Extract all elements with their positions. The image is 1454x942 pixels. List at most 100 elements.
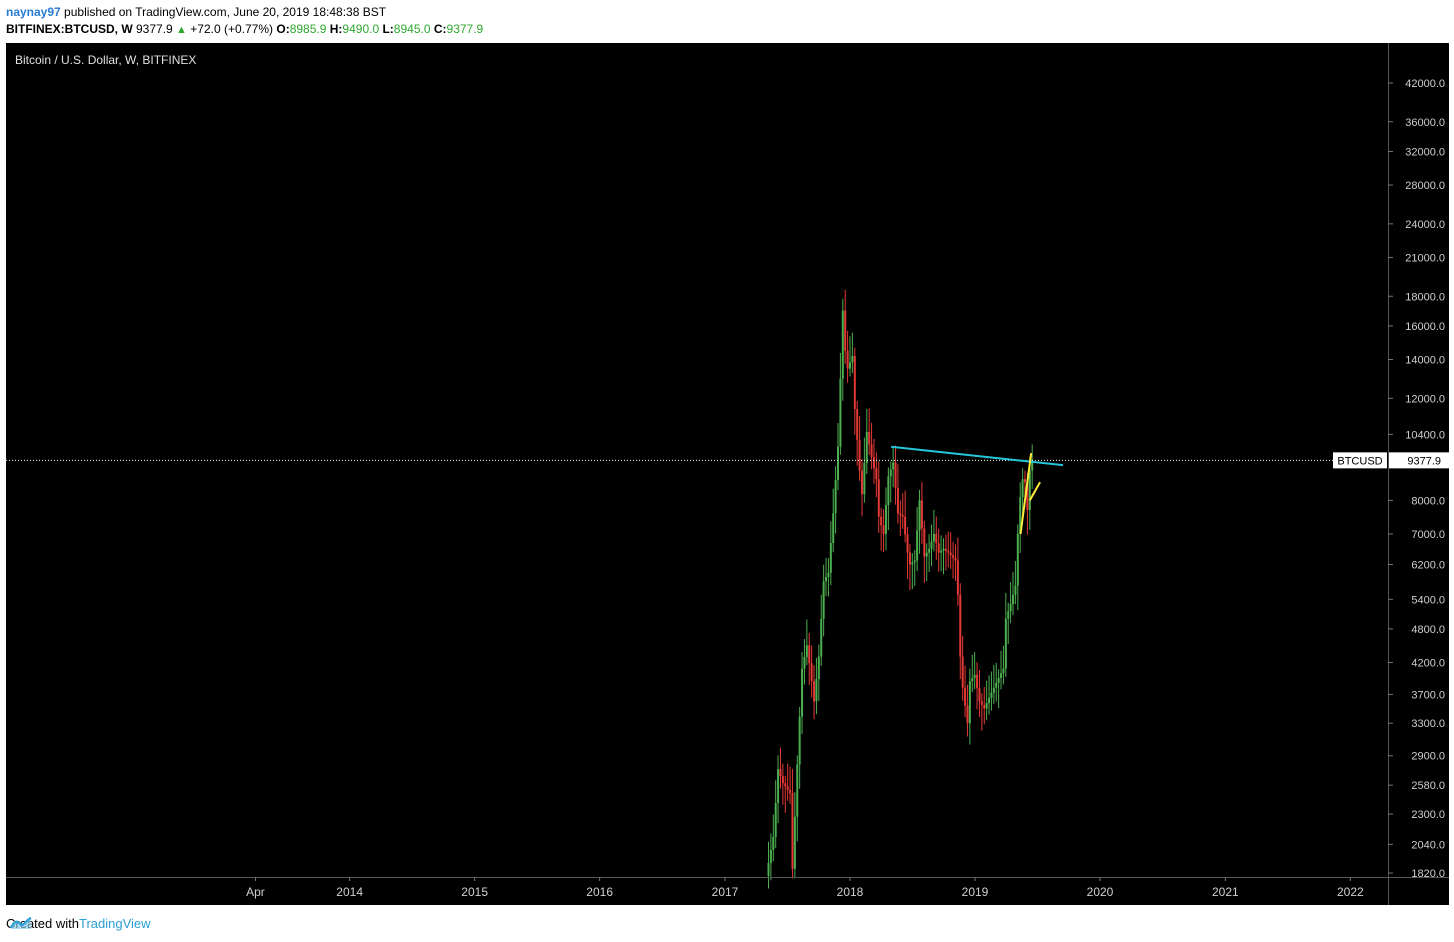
candle-body	[983, 704, 986, 709]
open-label: O:	[276, 22, 290, 36]
candle-body	[865, 431, 868, 464]
candle-body	[858, 439, 861, 471]
candle-body	[906, 534, 909, 553]
y-tick-label: 36000.0	[1405, 117, 1445, 129]
y-tick-label: 2040.0	[1411, 839, 1445, 851]
candle-body	[1021, 479, 1024, 498]
candle-body	[1014, 585, 1017, 595]
candle-body	[769, 849, 772, 863]
y-tick-label: 28000.0	[1405, 180, 1445, 192]
candle-body	[882, 525, 885, 534]
y-tick-label: 5400.0	[1411, 594, 1445, 606]
candle-body	[959, 594, 962, 657]
candle-body	[1012, 594, 1015, 604]
candle-body	[825, 577, 828, 582]
y-tick-label: 3300.0	[1411, 718, 1445, 730]
candle-body	[796, 764, 799, 817]
candle-body	[976, 674, 979, 689]
candle-body	[1024, 479, 1026, 483]
chart-area[interactable]: BTCUSD 9377.9 Bitcoin / U.S. Dollar, W, B…	[6, 43, 1449, 905]
candle-body	[1019, 497, 1022, 534]
candle-body	[841, 310, 844, 379]
candle-body	[961, 656, 964, 688]
candle-body	[772, 836, 775, 850]
candle-body	[918, 500, 921, 531]
y-tick-label: 21000.0	[1405, 252, 1445, 264]
candle-body	[942, 548, 945, 551]
candle-body	[920, 500, 923, 529]
trendline-drawing	[1019, 453, 1033, 535]
candle-body	[837, 446, 840, 480]
y-tick-label: 24000.0	[1405, 219, 1445, 231]
candle-body	[1028, 470, 1031, 510]
last-price: 9377.9	[136, 22, 173, 36]
candle-body	[940, 550, 943, 553]
trendline-drawing	[890, 445, 1064, 467]
candle-body	[810, 663, 813, 682]
candle-body	[904, 516, 907, 535]
candle-body	[954, 557, 957, 561]
candle-body	[995, 682, 998, 688]
published-text: published on TradingView.com, June 20, 2…	[64, 5, 387, 19]
y-tick-label: 42000.0	[1405, 78, 1445, 90]
symbol-tag-label: BTCUSD	[1337, 455, 1382, 467]
candle-body	[853, 355, 856, 410]
candle-body	[968, 681, 971, 724]
candle-body	[856, 409, 859, 440]
candle-body	[813, 681, 816, 702]
y-tick-label: 4200.0	[1411, 658, 1445, 670]
x-tick-label: 2018	[837, 885, 864, 899]
y-tick-label: 3700.0	[1411, 689, 1445, 701]
close-label: C:	[433, 22, 447, 36]
candle-body	[798, 716, 801, 765]
candle-body	[863, 463, 866, 495]
candle-body	[901, 514, 904, 517]
candle-body	[791, 793, 794, 869]
candle-body	[1009, 603, 1012, 612]
candle-body	[777, 769, 780, 804]
candle-body	[944, 548, 947, 551]
candle-body	[815, 678, 818, 702]
y-tick-label: 12000.0	[1405, 393, 1445, 405]
high-label: H:	[329, 22, 343, 36]
candle-body	[868, 431, 871, 445]
up-arrow-icon: ▲	[176, 24, 187, 36]
candle-body	[992, 687, 995, 693]
last-price-tag-box	[1389, 452, 1449, 469]
candle-body	[887, 476, 890, 506]
candle-body	[779, 769, 782, 777]
author-name[interactable]: naynay97	[6, 5, 61, 19]
candle-body	[827, 572, 830, 578]
candle-body	[896, 487, 899, 514]
candle-body	[925, 552, 928, 557]
publish-line: naynay97 published on TradingView.com, J…	[6, 5, 386, 19]
candle-body	[875, 468, 878, 480]
candle-body	[997, 677, 1000, 683]
candle-body	[892, 462, 895, 470]
candle-body	[844, 310, 847, 351]
y-tick-label: 1820.0	[1411, 868, 1445, 880]
candle-body	[870, 444, 873, 458]
low-label: L:	[382, 22, 394, 36]
candle-body	[964, 687, 967, 706]
candle-body	[872, 457, 875, 469]
x-tick-label: 2016	[586, 885, 613, 899]
y-tick-label: 18000.0	[1405, 291, 1445, 303]
tradingview-logo-icon	[10, 916, 32, 929]
candle-body	[928, 548, 931, 553]
candle-body	[980, 701, 983, 705]
x-tick-label: 2015	[461, 885, 488, 899]
candle-body	[894, 462, 897, 488]
y-tick-label: 7000.0	[1411, 529, 1445, 541]
candle-body	[829, 543, 832, 573]
candle-body	[805, 645, 808, 657]
candle-body	[908, 552, 911, 565]
tradingview-link[interactable]: TradingView	[78, 916, 151, 931]
candle-body	[899, 513, 902, 515]
high-value: 9490.0	[342, 22, 380, 36]
candle-body	[935, 533, 938, 544]
candle-body	[932, 533, 935, 542]
price-chart[interactable]: BTCUSD 9377.9 Bitcoin / U.S. Dollar, W, B…	[6, 43, 1449, 905]
y-tick-label: 32000.0	[1405, 146, 1445, 158]
x-tick-label: 2020	[1087, 885, 1114, 899]
